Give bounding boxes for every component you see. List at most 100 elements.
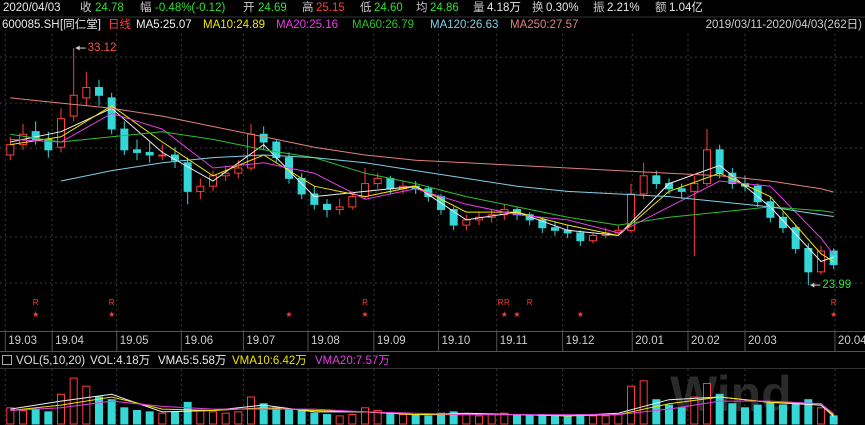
volume-bar xyxy=(563,415,572,425)
header-field: 24.86 xyxy=(430,2,459,14)
event-marker: ★ xyxy=(361,310,368,319)
event-marker: ★ xyxy=(501,310,508,319)
volume-bar xyxy=(171,411,179,425)
header-field: 25.15 xyxy=(316,2,345,14)
date-range: 2019/03/11-2020/04/03(262日) xyxy=(706,19,863,31)
candle-body xyxy=(259,133,268,143)
volume-bar xyxy=(513,414,521,425)
candle-body xyxy=(69,94,78,117)
candle-body xyxy=(6,144,15,156)
volume-bar xyxy=(386,412,395,425)
candle-body xyxy=(120,128,129,151)
candle-body xyxy=(323,203,331,211)
x-tick-label: 19.06 xyxy=(184,335,213,347)
candle-body xyxy=(791,227,800,249)
candle-body xyxy=(335,206,344,211)
header-field: 24.69 xyxy=(258,2,287,14)
volume-bar xyxy=(639,380,648,425)
candle-body xyxy=(703,149,711,185)
candle-body xyxy=(348,196,357,208)
header-field: 2.21% xyxy=(607,2,640,14)
x-tick-label: 19.04 xyxy=(55,335,84,347)
annotation-arrowhead xyxy=(810,282,815,288)
header-field: 量 xyxy=(473,1,485,14)
candle-body xyxy=(804,247,813,273)
ma-line xyxy=(10,107,834,263)
header-field: -0.48%(-0.12) xyxy=(155,2,225,14)
volume-bar xyxy=(145,411,154,425)
legend-entry: MA250:27.57 xyxy=(510,19,578,31)
candle-body xyxy=(690,183,699,192)
event-marker: R xyxy=(831,298,837,307)
volume-bar xyxy=(665,404,673,425)
candle-body xyxy=(715,149,724,174)
candle-body xyxy=(551,227,559,231)
volume-bar xyxy=(19,410,27,425)
header-field: 0.30% xyxy=(546,2,579,14)
volume-bar xyxy=(120,407,129,425)
candle-body xyxy=(95,87,103,96)
volume-bar xyxy=(44,411,53,425)
candle-body xyxy=(589,235,597,242)
header-field: 低 xyxy=(360,1,372,14)
volume-bar xyxy=(614,414,623,425)
header-field: 高 xyxy=(302,0,314,14)
volume-bar xyxy=(627,385,635,425)
candle-body xyxy=(31,131,40,140)
header-field: 振 xyxy=(593,0,605,14)
header-field: 额 xyxy=(655,1,667,14)
volume-bar xyxy=(728,403,737,425)
legend-entry: MA10:24.89 xyxy=(203,19,265,31)
volume-bar xyxy=(551,415,559,425)
header-field: 日线 xyxy=(108,17,131,31)
legend-entry: VMA10:6.42万 xyxy=(232,355,307,367)
volume-title: VOL(5,10,20) xyxy=(16,355,85,367)
candle-body xyxy=(310,193,319,205)
volume-bar xyxy=(133,410,141,425)
x-tick-label: 20.03 xyxy=(748,335,777,347)
candle-body xyxy=(677,188,686,192)
volume-bar xyxy=(741,407,749,425)
x-tick-label: 19.09 xyxy=(377,335,406,347)
event-marker: R xyxy=(504,298,510,307)
event-marker: ★ xyxy=(577,310,584,319)
legend-entry: MA5:25.07 xyxy=(136,19,192,31)
header-field: [同仁堂] xyxy=(60,18,101,31)
candle-body xyxy=(183,162,192,192)
volume-bar xyxy=(779,404,787,425)
candle-body xyxy=(538,219,547,229)
event-marker: ★ xyxy=(32,310,39,319)
header-field: 收 xyxy=(80,0,92,14)
event-marker: ★ xyxy=(108,310,115,319)
x-tick-label: 19.11 xyxy=(500,335,528,347)
candle-body xyxy=(196,185,205,192)
volume-bar xyxy=(183,401,192,425)
volume-bar xyxy=(107,399,116,425)
volume-bar xyxy=(817,407,825,425)
volume-bar xyxy=(247,396,255,425)
volume-bar xyxy=(411,414,420,425)
volume-bar xyxy=(399,414,407,425)
event-marker: ★ xyxy=(830,310,837,319)
event-marker: R xyxy=(527,298,533,307)
volume-bar xyxy=(57,393,65,425)
candle-body xyxy=(44,138,53,151)
ma-line xyxy=(60,154,834,217)
candle-body xyxy=(627,193,635,231)
volume-bar xyxy=(677,407,686,425)
x-tick-label: 19.05 xyxy=(120,335,149,347)
event-marker: R xyxy=(498,298,504,307)
legend-entry: MA60:26.79 xyxy=(352,19,414,31)
event-marker: R xyxy=(109,298,115,307)
header-field: 1.04亿 xyxy=(669,1,703,14)
volume-bar xyxy=(487,414,496,425)
volume-bar xyxy=(95,396,103,425)
header-field: 2020/04/03 xyxy=(3,2,61,14)
volume-bar xyxy=(538,414,547,425)
volume-bar xyxy=(500,412,509,425)
volume-bar xyxy=(196,410,205,425)
header-field: 600085.SH xyxy=(2,19,60,31)
volume-bar xyxy=(424,415,433,425)
volume-bar xyxy=(601,415,610,425)
